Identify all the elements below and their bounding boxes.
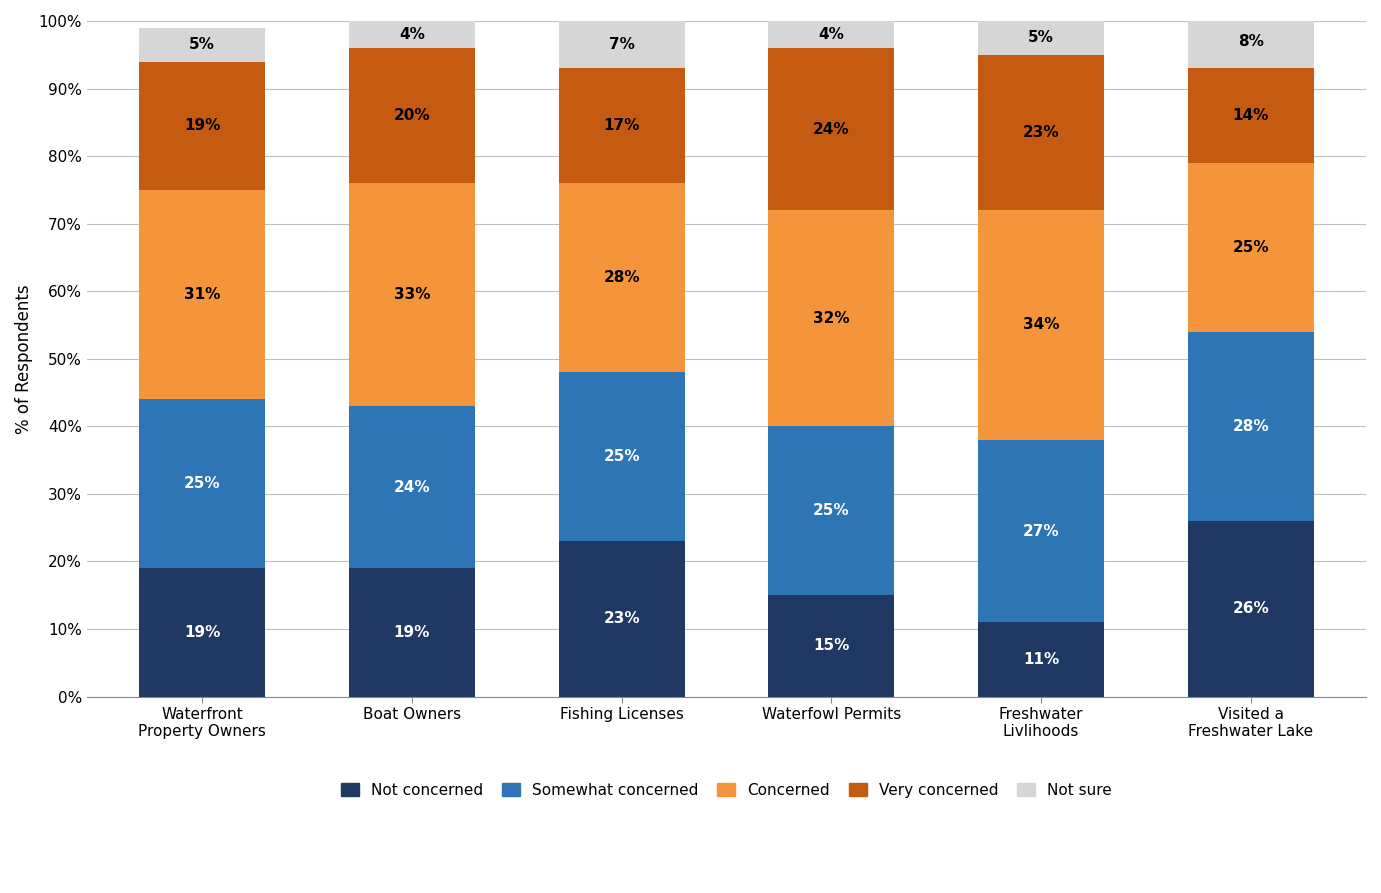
Text: 25%: 25%: [603, 449, 639, 464]
Bar: [139, 190, 265, 399]
Text: 33%: 33%: [394, 287, 429, 302]
Bar: [1188, 163, 1313, 331]
Bar: [139, 568, 265, 697]
Text: 27%: 27%: [1023, 523, 1059, 538]
Text: 20%: 20%: [394, 108, 431, 123]
Text: 31%: 31%: [184, 287, 221, 302]
Legend: Not concerned, Somewhat concerned, Concerned, Very concerned, Not sure: Not concerned, Somewhat concerned, Conce…: [334, 776, 1119, 804]
Text: 8%: 8%: [1237, 34, 1264, 49]
Bar: [559, 372, 685, 541]
Text: 25%: 25%: [813, 504, 849, 518]
Y-axis label: % of Respondents: % of Respondents: [15, 284, 33, 434]
Text: 24%: 24%: [394, 480, 431, 495]
Bar: [768, 596, 895, 697]
Text: 14%: 14%: [1232, 108, 1269, 123]
Text: 7%: 7%: [609, 38, 634, 52]
Bar: [1188, 68, 1313, 163]
Bar: [349, 183, 475, 406]
Bar: [1188, 521, 1313, 697]
Text: 28%: 28%: [1232, 419, 1269, 434]
Text: 23%: 23%: [1023, 125, 1059, 140]
Text: 26%: 26%: [1232, 601, 1269, 616]
Text: 15%: 15%: [813, 638, 849, 654]
Bar: [768, 426, 895, 596]
Bar: [559, 541, 685, 697]
Text: 34%: 34%: [1023, 318, 1059, 332]
Bar: [139, 399, 265, 568]
Bar: [978, 622, 1103, 697]
Bar: [978, 21, 1103, 54]
Bar: [349, 406, 475, 568]
Bar: [139, 28, 265, 62]
Bar: [349, 21, 475, 48]
Text: 19%: 19%: [184, 625, 221, 640]
Bar: [978, 54, 1103, 210]
Text: 28%: 28%: [603, 271, 639, 285]
Bar: [559, 183, 685, 372]
Bar: [1188, 331, 1313, 521]
Text: 23%: 23%: [603, 612, 639, 626]
Bar: [139, 62, 265, 190]
Text: 19%: 19%: [184, 118, 221, 133]
Text: 4%: 4%: [819, 27, 844, 42]
Bar: [559, 21, 685, 68]
Text: 5%: 5%: [1027, 30, 1054, 46]
Text: 4%: 4%: [399, 27, 425, 42]
Text: 24%: 24%: [813, 121, 849, 137]
Text: 5%: 5%: [189, 38, 215, 52]
Bar: [1188, 14, 1313, 68]
Bar: [349, 48, 475, 183]
Text: 32%: 32%: [813, 311, 849, 326]
Text: 25%: 25%: [184, 476, 221, 491]
Text: 11%: 11%: [1023, 652, 1059, 667]
Text: 17%: 17%: [603, 118, 639, 133]
Bar: [978, 210, 1103, 440]
Text: 25%: 25%: [1232, 240, 1269, 255]
Bar: [349, 568, 475, 697]
Text: 19%: 19%: [394, 625, 429, 640]
Bar: [559, 68, 685, 183]
Bar: [768, 210, 895, 426]
Bar: [768, 21, 895, 48]
Bar: [978, 440, 1103, 622]
Bar: [768, 48, 895, 210]
